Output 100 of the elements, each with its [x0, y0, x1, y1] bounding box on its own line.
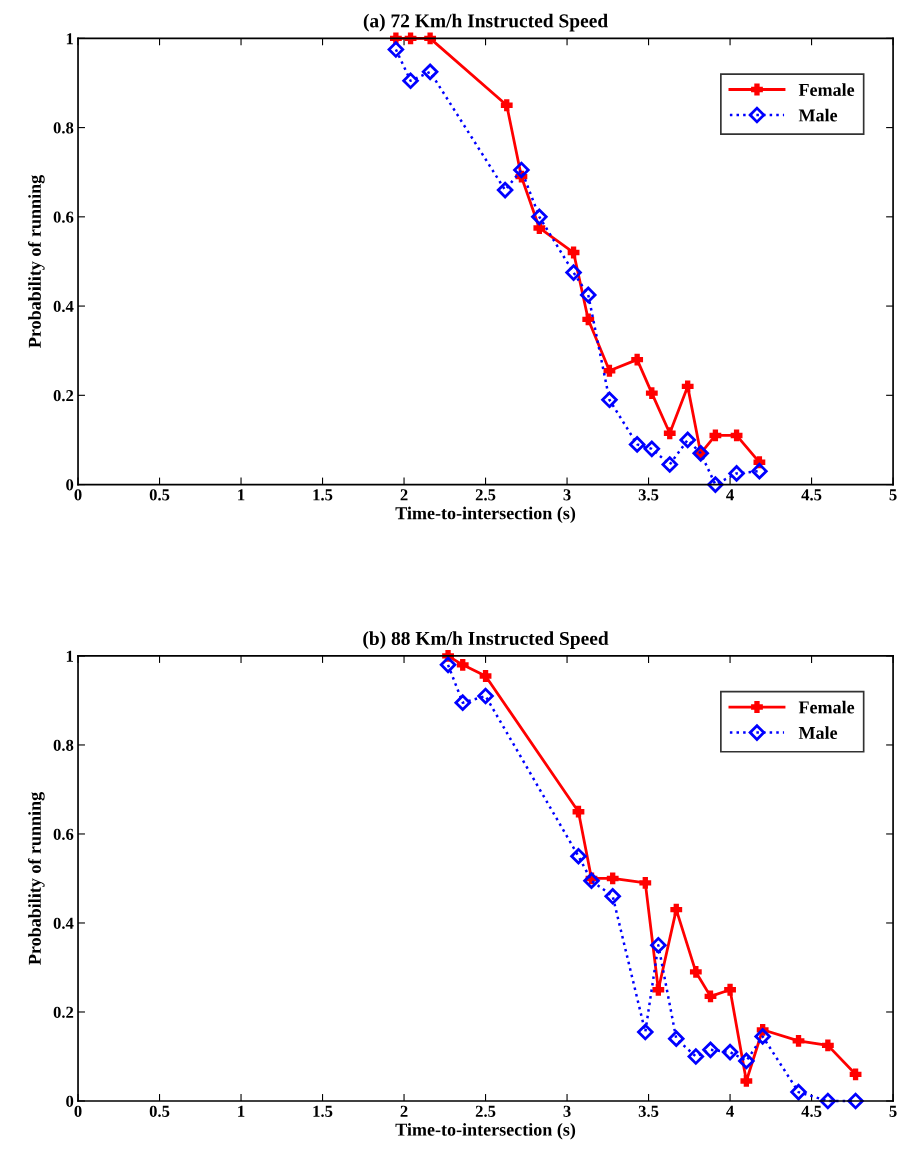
point	[650, 936, 667, 954]
y-tick-label: 0.4	[53, 917, 74, 929]
x-tick-label: 5	[889, 1105, 897, 1117]
point	[668, 1030, 685, 1047]
x-axis-title: Time-to-intersection (s)	[395, 506, 576, 523]
point	[637, 1023, 654, 1041]
point	[821, 1039, 834, 1052]
x-tick-label: 2	[400, 1105, 408, 1117]
point	[572, 805, 585, 818]
point	[604, 888, 621, 905]
point	[728, 465, 745, 482]
point	[790, 1083, 807, 1101]
point	[849, 1068, 862, 1081]
x-tick-label: 3.5	[638, 489, 659, 501]
point	[477, 687, 494, 705]
y-tick-label: 1	[66, 650, 73, 662]
point	[754, 1028, 771, 1045]
x-tick-label: 4	[726, 489, 734, 501]
point	[533, 222, 546, 234]
point	[402, 72, 419, 89]
y-tick-label: 0.2	[53, 1006, 74, 1019]
point	[387, 41, 405, 58]
legend-label: Male	[798, 726, 838, 740]
point	[583, 872, 600, 889]
point	[567, 246, 580, 259]
y-tick-label: 0.8	[53, 122, 74, 134]
point	[421, 63, 439, 81]
x-tick-label: 0	[74, 1105, 82, 1117]
y-tick-label: 0.8	[53, 739, 74, 751]
point	[645, 387, 658, 399]
x-tick-label: 3.5	[638, 1105, 659, 1117]
point	[730, 429, 743, 442]
point	[582, 313, 595, 326]
point	[663, 427, 676, 440]
point	[709, 429, 722, 442]
y-tick-label: 0.6	[53, 211, 74, 223]
point	[679, 431, 696, 449]
x-tick-label: 3	[563, 489, 571, 501]
point	[751, 462, 768, 480]
point	[496, 181, 514, 199]
point	[500, 99, 513, 112]
point	[631, 353, 644, 366]
point	[603, 364, 616, 377]
point	[738, 1052, 755, 1070]
point	[740, 1075, 753, 1087]
point	[847, 1092, 864, 1110]
point	[643, 440, 661, 458]
y-axis-title: Probability of running	[27, 175, 45, 348]
x-tick-label: 1.5	[313, 489, 333, 501]
x-tick-label: 5	[889, 489, 897, 501]
x-tick-label: 0.5	[149, 1105, 170, 1117]
chart-title: (a) 72 Km/h Instructed Speed	[363, 13, 608, 32]
point	[661, 456, 679, 473]
point	[681, 380, 694, 393]
point	[704, 990, 717, 1003]
x-tick-label: 4.5	[801, 489, 822, 501]
y-axis-title: Probability of running	[27, 792, 45, 965]
x-tick-label: 2.5	[475, 489, 496, 501]
point	[454, 694, 471, 711]
point	[570, 847, 587, 865]
point	[702, 1041, 719, 1059]
x-tick-label: 1	[238, 1105, 245, 1117]
x-tick-label: 3	[563, 1105, 571, 1117]
point	[724, 983, 736, 996]
point	[689, 966, 702, 978]
y-tick-label: 0.4	[53, 300, 74, 313]
y-tick-label: 1	[66, 33, 73, 45]
x-tick-label: 2.5	[475, 1105, 496, 1117]
y-tick-label: 0	[66, 1095, 74, 1107]
legend-label: Male	[798, 108, 838, 122]
point	[652, 983, 665, 996]
point	[479, 670, 492, 682]
y-tick-label: 0	[66, 479, 74, 491]
x-tick-label: 4	[726, 1105, 734, 1117]
legend-label: Female	[798, 700, 855, 714]
point	[707, 476, 724, 493]
x-tick-label: 2	[400, 489, 408, 501]
point	[424, 32, 437, 45]
legend-label: Female	[798, 83, 855, 96]
point	[456, 658, 469, 671]
x-tick-label: 4.5	[801, 1105, 822, 1117]
x-tick-label: 0	[74, 489, 82, 501]
x-tick-label: 1.5	[313, 1105, 333, 1117]
y-tick-label: 0.2	[53, 390, 74, 402]
point	[579, 286, 597, 304]
point	[531, 208, 548, 226]
x-axis-title: Time-to-intersection (s)	[395, 1123, 576, 1140]
point	[792, 1035, 805, 1047]
chart-title: (b) 88 Km/h Instructed Speed	[363, 631, 609, 649]
x-tick-label: 1	[238, 489, 245, 501]
point	[670, 903, 683, 916]
point	[721, 1043, 739, 1061]
point	[439, 656, 457, 674]
point	[639, 877, 652, 889]
y-tick-label: 0.6	[53, 828, 74, 840]
x-tick-label: 0.5	[149, 489, 170, 501]
point	[687, 1048, 705, 1065]
point	[513, 161, 530, 179]
point	[601, 391, 618, 409]
point	[628, 436, 646, 453]
